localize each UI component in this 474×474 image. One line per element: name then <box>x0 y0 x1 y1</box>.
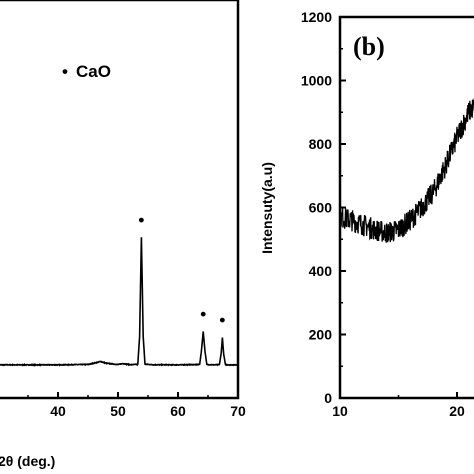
y-tick-label: 0 <box>324 390 332 406</box>
y-tick-label: 800 <box>309 136 333 152</box>
panel-b-y-axis-label: Intensuty(a.u) <box>259 162 275 254</box>
panel-a: 40 50 60 70 • • • • CaO 2θ (deg.) <box>0 0 246 469</box>
panel-a-x-axis: 40 50 60 70 <box>27 392 246 419</box>
panel-b-label: (b) <box>353 32 385 61</box>
y-tick-label: 400 <box>309 263 333 279</box>
x-tick-label: 70 <box>230 403 246 419</box>
panel-a-x-axis-label: 2θ (deg.) <box>0 453 55 469</box>
legend-marker: • <box>62 62 68 81</box>
panel-b-axes: 0 200 400 600 800 1000 1200 10 20 <box>301 9 465 419</box>
y-tick-label: 1200 <box>301 9 332 25</box>
x-tick-label: 50 <box>110 403 126 419</box>
panel-b: 0 200 400 600 800 1000 1200 10 20 (b) Intensuty(… <box>259 9 474 419</box>
x-tick-label: 20 <box>449 403 465 419</box>
y-tick-label: 1000 <box>301 73 332 89</box>
y-tick-label: 600 <box>309 200 333 216</box>
peak-marker: • <box>138 210 144 229</box>
x-tick-label: 10 <box>332 403 348 419</box>
x-tick-label: 40 <box>50 403 66 419</box>
panel-a-peak-markers: • • • <box>138 210 225 329</box>
panel-b-plot-frame <box>338 15 474 400</box>
x-tick-label: 60 <box>170 403 186 419</box>
panel-a-legend: • CaO <box>62 62 111 81</box>
panel-a-series-line <box>0 237 239 367</box>
y-tick-label: 200 <box>309 327 333 343</box>
legend-label: CaO <box>76 62 111 81</box>
peak-marker: • <box>219 311 225 330</box>
panel-b-series-line <box>339 98 474 243</box>
peak-marker: • <box>200 304 206 323</box>
